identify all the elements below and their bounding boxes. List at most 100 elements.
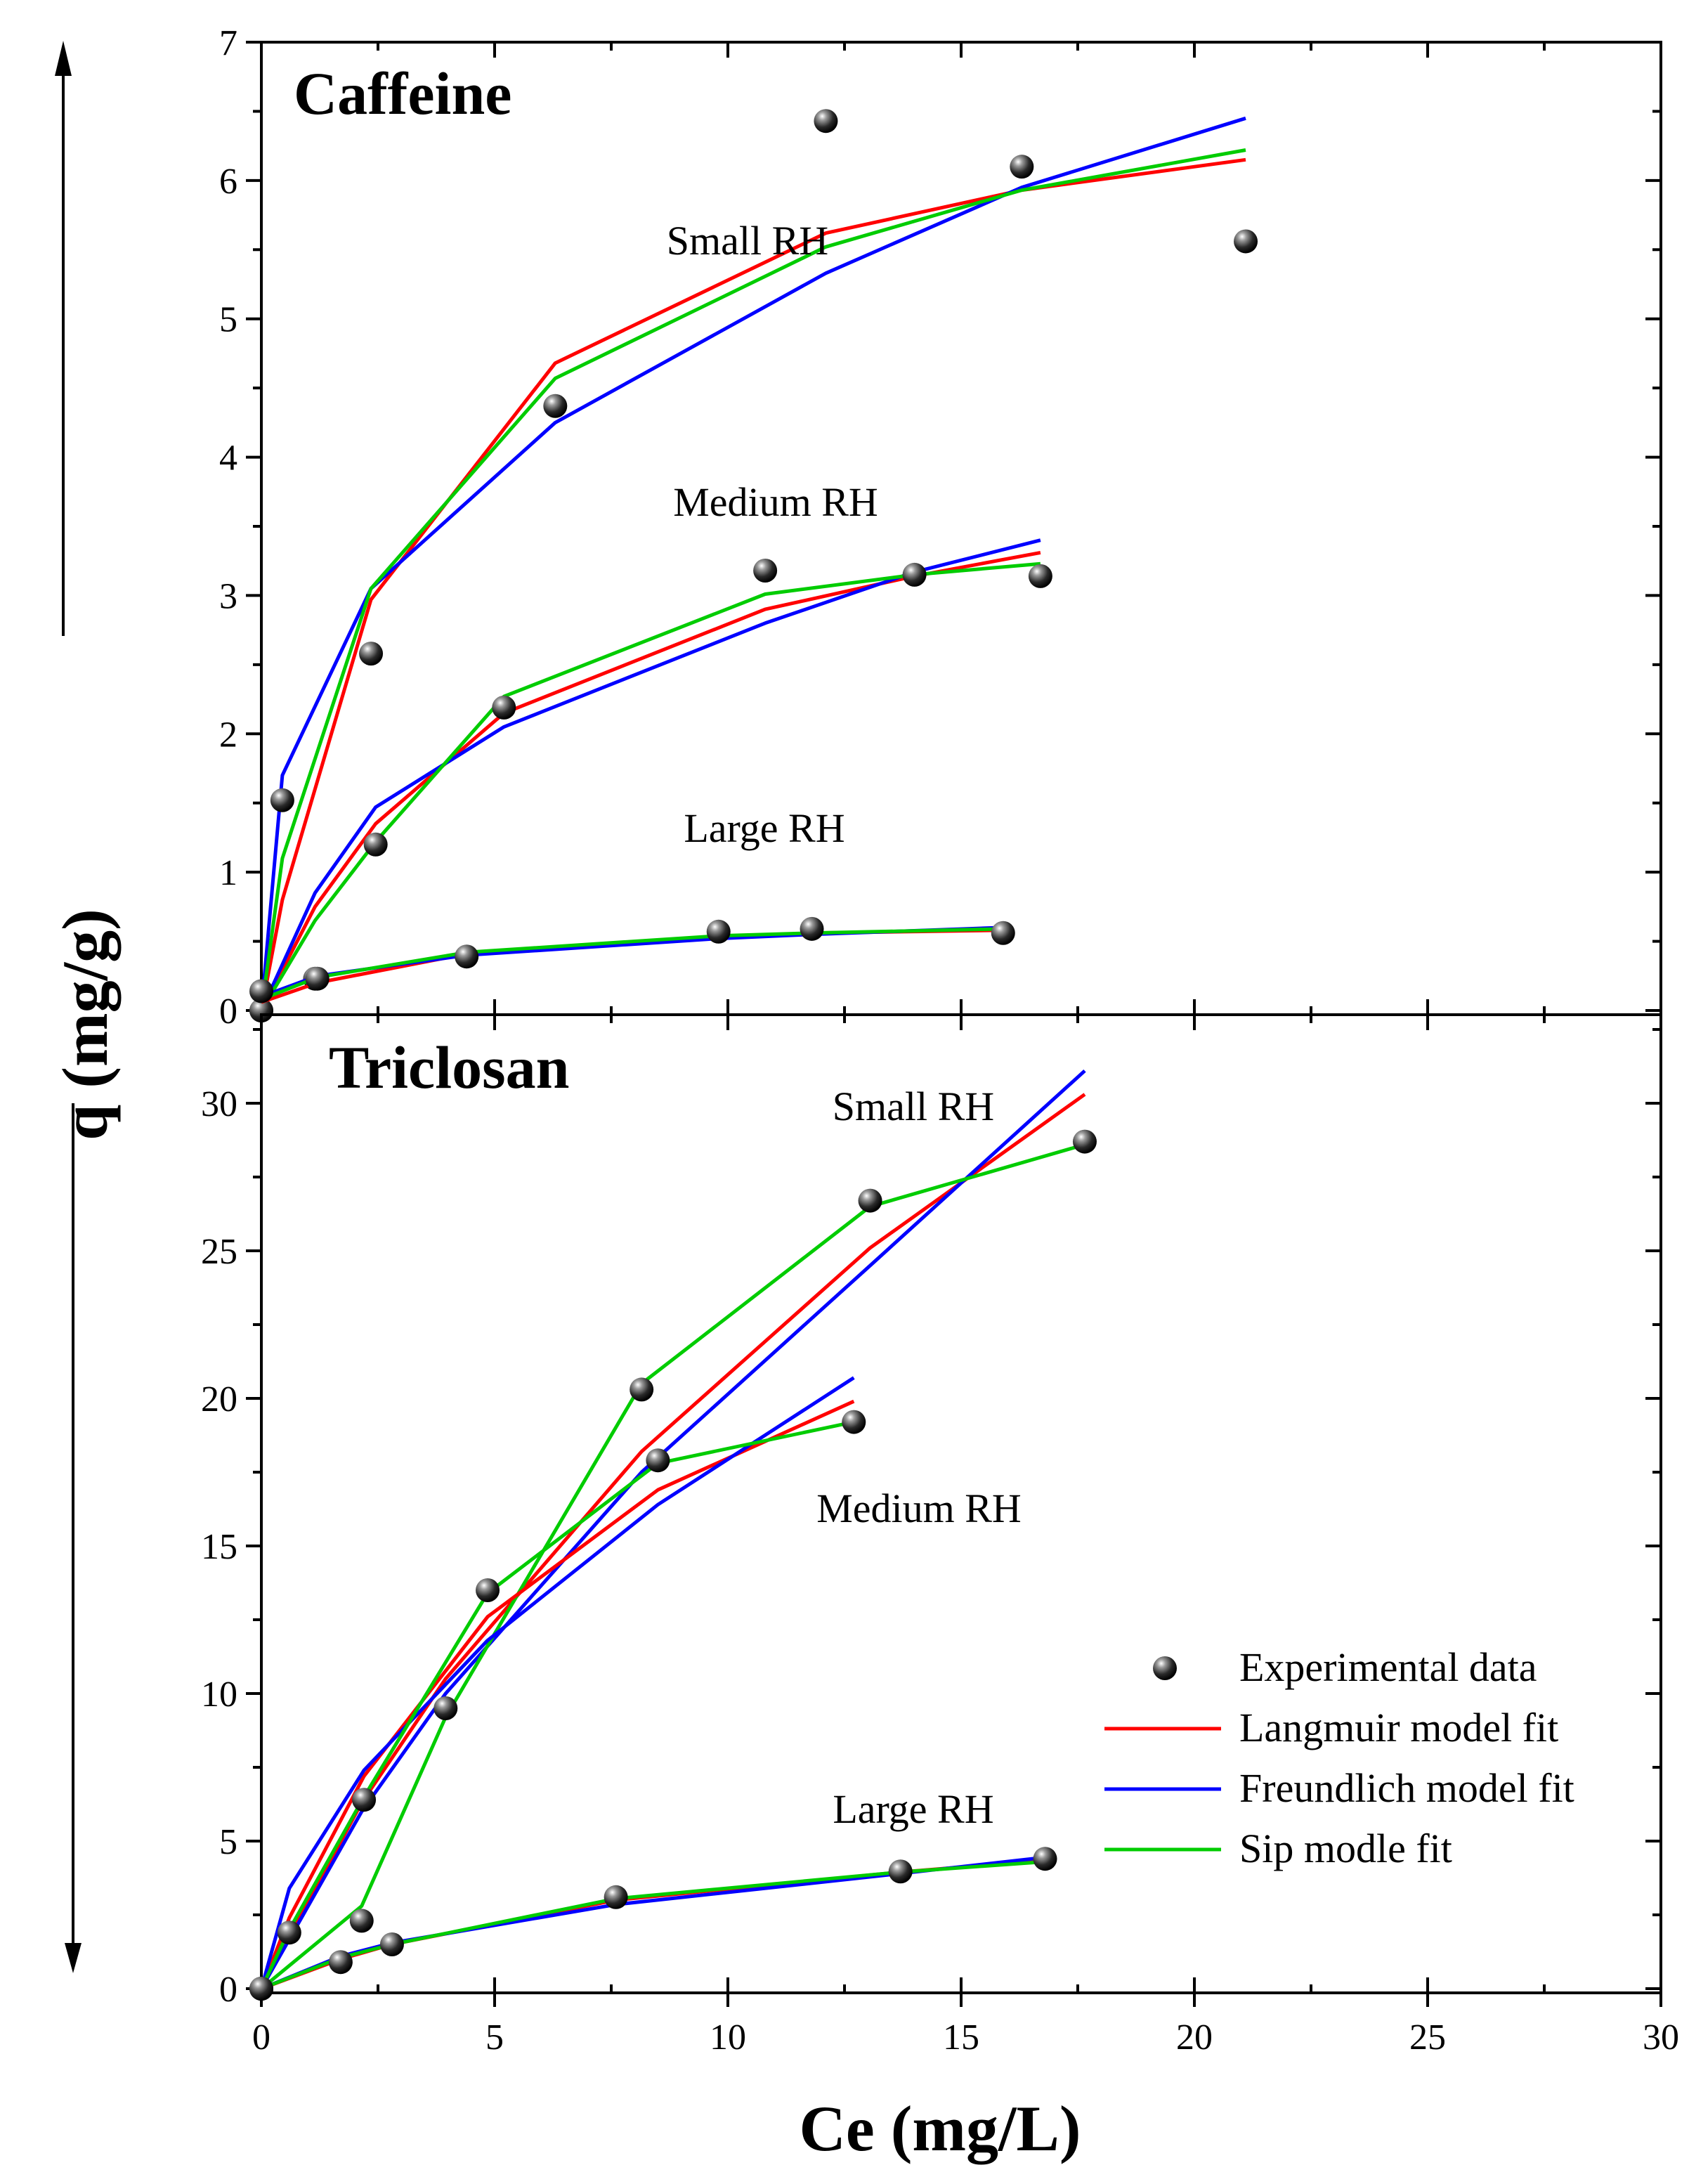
experimental-point bbox=[842, 1410, 866, 1434]
x-tick-label: 5 bbox=[485, 2017, 504, 2058]
experimental-point bbox=[305, 966, 330, 991]
experimental-point bbox=[1234, 229, 1258, 254]
freundlich-fit-line bbox=[259, 1069, 1086, 1990]
y-tick-label: 6 bbox=[219, 162, 237, 202]
sips-fit-line bbox=[261, 1859, 1045, 1991]
y-tick-label: 0 bbox=[219, 992, 237, 1032]
experimental-point bbox=[249, 979, 273, 1003]
experimental-point bbox=[604, 1885, 628, 1909]
series-annotation: Large RH bbox=[833, 1786, 993, 1832]
chart-panels: 0 1 2 3 4 5 6 7 Small RH Medium RH Large RH 0 5 10 15 2… bbox=[201, 23, 1679, 2058]
legend-label: Sip modle fit bbox=[1239, 1826, 1452, 1871]
experimental-point bbox=[328, 1950, 353, 1975]
y-tick-label: 30 bbox=[201, 1084, 237, 1124]
series-group-large-rh: Large RH bbox=[249, 1786, 1057, 2001]
freundlich-fit-line bbox=[259, 116, 1246, 1011]
experimental-point bbox=[352, 1788, 377, 1812]
experimental-point bbox=[902, 562, 927, 587]
plot-frame bbox=[260, 41, 1662, 1016]
x-tick-label: 20 bbox=[1176, 2017, 1213, 2058]
y-tick-label: 1 bbox=[219, 853, 237, 893]
series-group-medium-rh: Medium RH bbox=[249, 1376, 1022, 2001]
y-tick-label: 3 bbox=[219, 576, 237, 616]
experimental-point bbox=[858, 1188, 882, 1213]
series-group-small-rh: Small RH bbox=[249, 109, 1258, 1022]
experimental-point bbox=[1028, 564, 1052, 588]
y-tick-label: 20 bbox=[201, 1379, 237, 1419]
experimental-point bbox=[888, 1859, 913, 1884]
y-tick-label: 25 bbox=[201, 1232, 237, 1272]
legend-label: Freundlich model fit bbox=[1239, 1765, 1574, 1811]
series-annotation: Large RH bbox=[684, 805, 844, 851]
legend-item-langmuir: Langmuir model fit bbox=[1104, 1705, 1558, 1750]
panel-triclosan: 0 5 10 15 20 25 30 0 5 10 15 20 25 30 Small RH Medium R… bbox=[201, 1013, 1679, 2058]
langmuir-fit-line bbox=[261, 1858, 1045, 1991]
langmuir-fit-line bbox=[259, 1399, 855, 1989]
freundlich-fit-line bbox=[261, 1855, 1045, 1991]
panel-caffeine: 0 1 2 3 4 5 6 7 Small RH Medium RH Large RH bbox=[219, 23, 1662, 1032]
y-axis-title: q (mg/g) bbox=[49, 909, 121, 1140]
experimental-point bbox=[433, 1696, 458, 1720]
experimental-point bbox=[991, 921, 1015, 945]
y-axis-arrows bbox=[55, 41, 81, 1973]
series-annotation: Small RH bbox=[833, 1084, 994, 1129]
freundlich-fit-line bbox=[259, 1376, 855, 1989]
experimental-point bbox=[1072, 1129, 1097, 1154]
triclosan-panel-title: Triclosan bbox=[329, 1034, 569, 1101]
experimental-point bbox=[363, 832, 388, 857]
series-group-large-rh: Large RH bbox=[249, 805, 1015, 1004]
y-tick-label: 2 bbox=[219, 715, 237, 755]
experimental-point bbox=[455, 944, 479, 969]
experimental-point bbox=[270, 788, 294, 812]
experimental-point bbox=[349, 1909, 374, 1933]
experimental-point bbox=[277, 1920, 301, 1945]
sips-fit-line bbox=[259, 1420, 854, 1990]
x-tick-label: 0 bbox=[252, 2017, 270, 2058]
sips-fit-line bbox=[261, 927, 1003, 1001]
experimental-point bbox=[359, 642, 384, 666]
series-annotation: Medium RH bbox=[673, 479, 878, 525]
experimental-point bbox=[800, 916, 824, 941]
series-group-small-rh: Small RH bbox=[249, 1069, 1097, 2001]
caffeine-panel-title: Caffeine bbox=[294, 60, 511, 127]
x-tick-label: 30 bbox=[1643, 2017, 1679, 2058]
x-tick-label: 15 bbox=[943, 2017, 979, 2058]
x-axis-title: Ce (mg/L) bbox=[799, 2093, 1081, 2164]
sips-fit-line bbox=[259, 148, 1246, 1011]
experimental-point bbox=[249, 999, 273, 1022]
experimental-point bbox=[706, 919, 731, 944]
legend-label: Experimental data bbox=[1239, 1644, 1537, 1690]
y-tick-label: 10 bbox=[201, 1675, 237, 1715]
experimental-point bbox=[1033, 1847, 1057, 1871]
x-tick-label: 25 bbox=[1409, 2017, 1446, 2058]
experimental-point bbox=[476, 1578, 500, 1602]
experimental-point bbox=[249, 1977, 273, 2001]
experimental-point bbox=[753, 558, 778, 583]
legend-label: Langmuir model fit bbox=[1239, 1705, 1558, 1750]
y-tick-label: 4 bbox=[219, 438, 237, 479]
experimental-point bbox=[492, 695, 516, 720]
series-annotation: Medium RH bbox=[816, 1486, 1022, 1531]
y-tick-label: 5 bbox=[219, 1822, 237, 1862]
sips-fit-line bbox=[260, 1143, 1085, 1990]
legend-item-freundlich: Freundlich model fit bbox=[1104, 1765, 1574, 1811]
langmuir-fit-line bbox=[259, 157, 1246, 1011]
experimental-point bbox=[379, 1932, 404, 1956]
y-tick-label: 7 bbox=[219, 23, 237, 63]
y-arrow-up-head bbox=[55, 41, 72, 76]
experimental-point bbox=[646, 1448, 670, 1473]
experimental-point bbox=[1010, 155, 1034, 179]
experimental-point bbox=[630, 1377, 654, 1402]
y-tick-label: 15 bbox=[201, 1527, 237, 1567]
experimental-point bbox=[814, 109, 838, 134]
legend-marker bbox=[1153, 1656, 1177, 1680]
experimental-point bbox=[543, 394, 568, 418]
y-arrow-down-head bbox=[65, 1943, 81, 1973]
y-tick-label: 5 bbox=[219, 300, 237, 340]
x-tick-label: 10 bbox=[710, 2017, 746, 2058]
legend: Experimental data Langmuir model fit Freun… bbox=[1104, 1644, 1574, 1871]
series-annotation: Small RH bbox=[667, 218, 828, 264]
series-group-medium-rh: Medium RH bbox=[249, 479, 1052, 1022]
y-tick-label: 0 bbox=[219, 1970, 237, 2010]
